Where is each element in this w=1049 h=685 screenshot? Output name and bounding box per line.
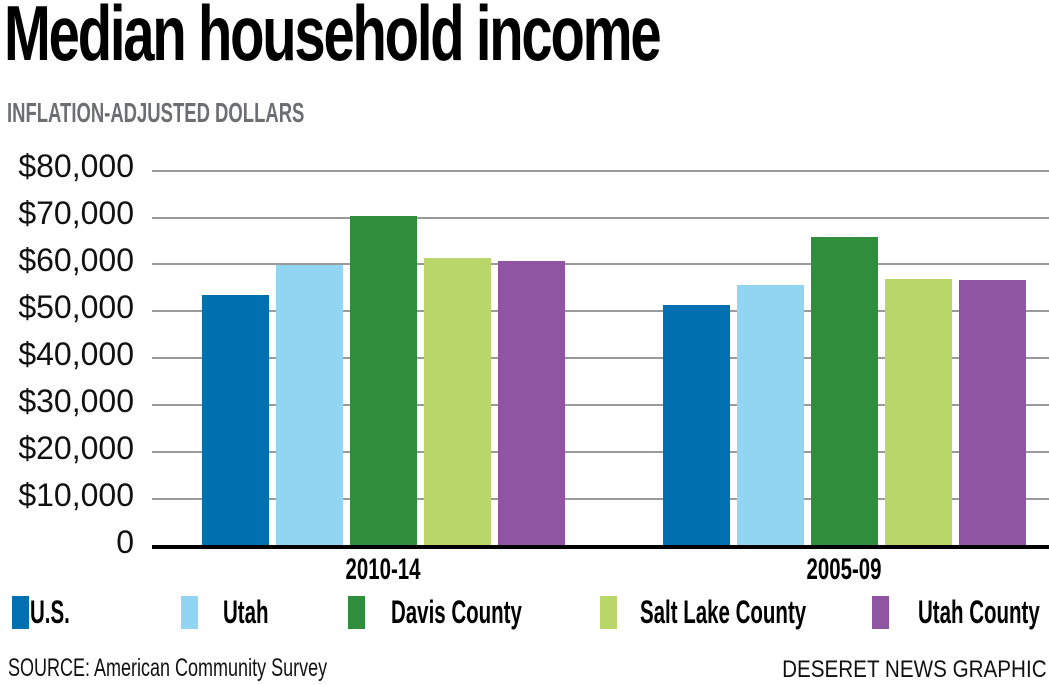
chart-title: Median household income (4, 0, 662, 77)
gridline-20000 (152, 451, 1049, 453)
bar-salt-lake-county-2005-09 (885, 279, 952, 546)
ytick-50000: $50,000 (18, 289, 134, 325)
xlabel-2010-14: 2010-14 (345, 553, 421, 586)
bar-u-s-2005-09 (663, 305, 730, 546)
legend-label-utah-county: Utah County (918, 594, 1040, 630)
legend-swatch-utah (181, 596, 198, 629)
legend-swatch-us (12, 596, 29, 629)
x-axis-baseline (152, 545, 1049, 549)
gridline-10000 (152, 498, 1049, 500)
gridline-80000 (152, 170, 1049, 172)
gridline-50000 (152, 310, 1049, 312)
legend-label-davis: Davis County (391, 594, 522, 630)
bar-u-s-2010-14 (202, 295, 269, 546)
bar-davis-county-2005-09 (811, 237, 878, 546)
legend-label-us: U.S. (30, 594, 70, 630)
ytick-20000: $20,000 (18, 430, 134, 466)
bar-davis-county-2010-14 (350, 216, 417, 546)
gridline-60000 (152, 263, 1049, 265)
ytick-70000: $70,000 (18, 195, 134, 231)
bar-utah-county-2010-14 (498, 261, 565, 546)
ytick-40000: $40,000 (18, 336, 134, 372)
gridline-70000 (152, 217, 1049, 219)
bar-utah-county-2005-09 (959, 280, 1026, 546)
bar-utah-2005-09 (737, 285, 804, 546)
chart-subtitle: INFLATION-ADJUSTED DOLLARS (7, 97, 305, 128)
ytick-80000: $80,000 (18, 148, 134, 184)
source-note: SOURCE: American Community Survey (8, 654, 328, 682)
ytick-0: 0 (116, 524, 134, 560)
ytick-10000: $10,000 (18, 477, 134, 513)
xlabel-2005-09: 2005-09 (806, 553, 882, 586)
legend-label-utah: Utah (223, 594, 269, 630)
ytick-30000: $30,000 (18, 383, 134, 419)
gridline-30000 (152, 404, 1049, 406)
bar-utah-2010-14 (276, 265, 343, 546)
legend-swatch-davis (348, 596, 365, 629)
ytick-60000: $60,000 (18, 242, 134, 278)
legend-swatch-utah-county (872, 596, 889, 629)
legend-swatch-salt-lake (600, 596, 617, 629)
gridline-40000 (152, 357, 1049, 359)
credit-line: DESERET NEWS GRAPHIC (782, 656, 1047, 683)
legend-label-salt-lake: Salt Lake County (640, 594, 807, 630)
bar-salt-lake-county-2010-14 (424, 258, 491, 546)
